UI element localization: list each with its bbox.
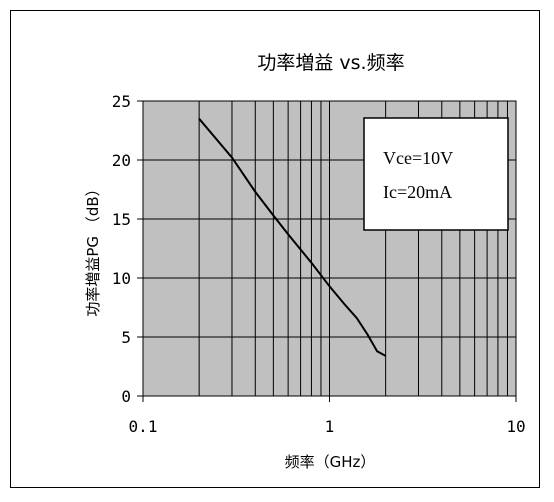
annotation-box: Vce=10V Ic=20mA [363,117,509,231]
y-axis-label: 功率増益PG （dB） [84,181,102,316]
x-tick-label: 10 [506,417,525,436]
y-tick-label: 15 [112,210,131,229]
annotation-box-border [363,117,509,231]
y-tick-label: 5 [121,328,131,347]
y-ticks: 0 5 10 15 20 25 [112,92,143,406]
annotation-vce: Vce=10V [383,148,453,168]
x-tick-label: 1 [325,417,335,436]
x-ticks: 0.1 1 10 [129,396,526,436]
y-tick-label: 20 [112,151,131,170]
y-tick-label: 0 [121,387,131,406]
y-tick-label: 25 [112,92,131,111]
annotation-ic: Ic=20mA [383,182,452,202]
x-tick-label: 0.1 [129,417,158,436]
chart-title: 功率増益 vs.频率 [257,52,404,74]
y-tick-label: 10 [112,269,131,288]
series-line [198,118,387,357]
x-axis-label: 频率（GHz） [285,453,376,471]
